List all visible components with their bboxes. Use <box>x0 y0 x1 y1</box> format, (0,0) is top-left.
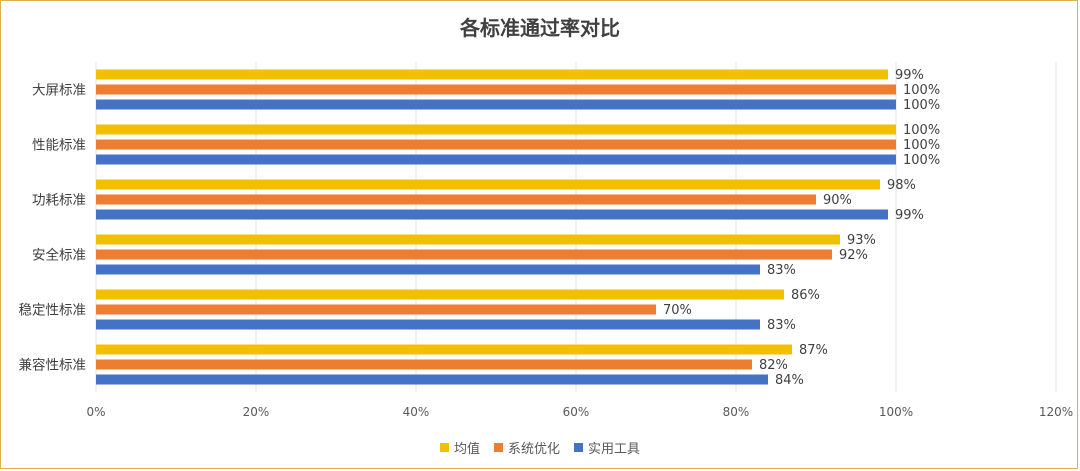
data-label: 90% <box>823 193 852 208</box>
bar <box>96 304 656 315</box>
legend-swatch <box>574 443 583 452</box>
data-label: 98% <box>887 178 916 193</box>
data-label: 100% <box>903 153 940 168</box>
data-label: 82% <box>759 358 788 373</box>
data-label: 83% <box>767 318 796 333</box>
x-tick-label: 100% <box>879 405 913 419</box>
bar <box>96 139 896 150</box>
category-label: 性能标准 <box>32 138 86 154</box>
bar <box>96 194 816 205</box>
bar <box>96 84 896 95</box>
x-tick-label: 60% <box>563 405 590 419</box>
bar <box>96 154 896 165</box>
data-label: 70% <box>663 303 692 318</box>
data-label: 93% <box>847 233 876 248</box>
chart-title: 各标准通过率对比 <box>460 16 620 40</box>
legend-label: 实用工具 <box>588 442 641 457</box>
data-label: 100% <box>903 83 940 98</box>
legend-label: 系统优化 <box>507 442 560 457</box>
legend-item: 实用工具 <box>574 438 640 457</box>
category-label: 功耗标准 <box>32 193 86 209</box>
bar <box>96 69 888 80</box>
legend: 均值 系统优化 实用工具 <box>0 438 1080 457</box>
category-label: 安全标准 <box>32 247 86 264</box>
bar <box>96 179 880 190</box>
bar <box>96 344 792 355</box>
bar <box>96 234 840 245</box>
data-label: 99% <box>895 208 924 223</box>
bar <box>96 124 896 135</box>
bar <box>96 264 760 275</box>
legend-label: 均值 <box>453 442 480 457</box>
data-label: 100% <box>903 123 940 138</box>
bar <box>96 319 760 330</box>
data-label: 86% <box>791 288 820 303</box>
bar <box>96 374 768 385</box>
category-label: 大屏标准 <box>32 83 86 99</box>
x-tick-label: 80% <box>723 405 750 419</box>
x-tick-label: 0% <box>86 405 105 419</box>
legend-swatch <box>439 443 449 452</box>
category-label: 兼容性标准 <box>19 357 87 374</box>
category-label: 稳定性标准 <box>19 303 87 319</box>
x-tick-label: 120% <box>1039 405 1073 419</box>
data-label: 87% <box>799 343 828 358</box>
legend-item: 均值 <box>439 438 480 457</box>
data-label: 92% <box>839 248 868 263</box>
bar <box>96 359 752 370</box>
data-label: 99% <box>895 68 924 83</box>
bar <box>96 289 784 300</box>
data-label: 83% <box>767 263 796 278</box>
legend-swatch <box>493 443 503 452</box>
bar <box>96 209 888 220</box>
x-tick-label: 20% <box>243 405 270 419</box>
data-label: 100% <box>903 138 940 153</box>
data-label: 100% <box>903 98 940 113</box>
legend-item: 系统优化 <box>493 438 560 457</box>
bar <box>96 99 896 110</box>
bar <box>96 249 832 260</box>
x-tick-label: 40% <box>403 405 430 419</box>
data-label: 84% <box>775 373 804 388</box>
